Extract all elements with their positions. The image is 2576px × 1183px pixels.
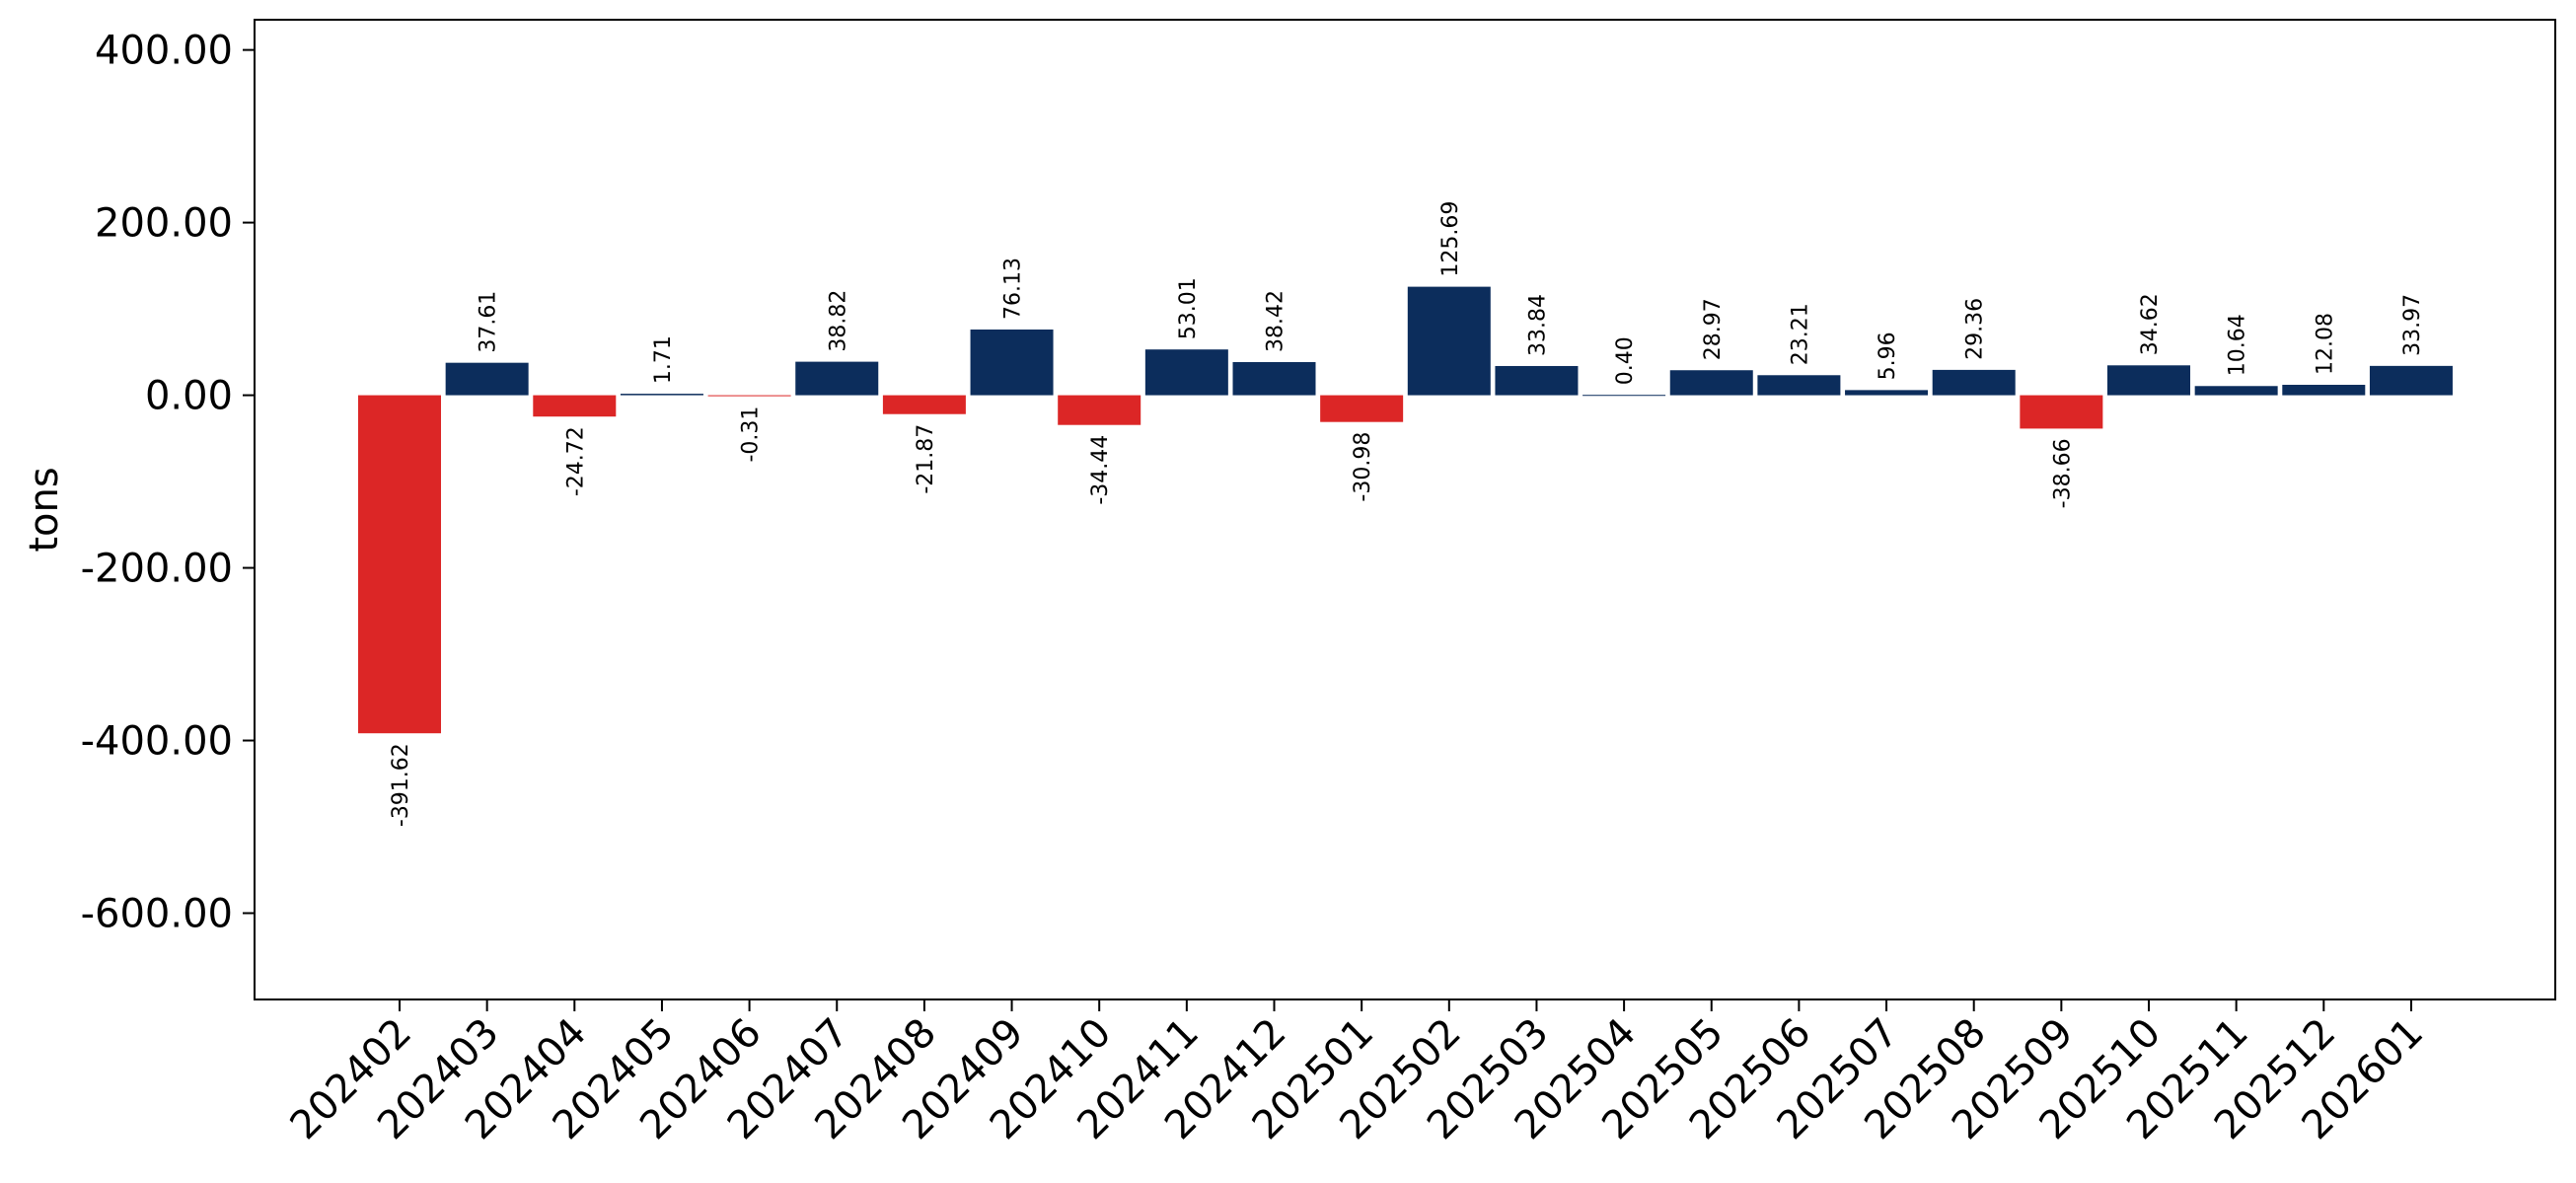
bar-202502 [1407,286,1491,396]
bar-202407 [795,361,879,396]
bar-202509 [2020,395,2103,429]
data-label-202402: -391.62 [389,743,413,827]
y-tick-label: 200.00 [95,201,233,247]
bar-202501 [1320,395,1404,422]
data-label-202408: -21.87 [914,424,938,494]
x-axis: 2024022024032024042024052024062024072024… [282,999,2432,1148]
bar-202510 [2107,365,2190,396]
data-labels: -391.62 37.61 -24.72 1.71 -0.31 38.82 -21.87 76… [389,201,2425,827]
bar-202403 [445,362,529,396]
data-label-202511: 10.64 [2226,314,2250,376]
y-tick-label: 0.00 [145,374,233,419]
data-label-202406: -0.31 [739,407,764,463]
bar-202410 [1058,395,1141,425]
data-label-202403: 37.61 [477,291,501,353]
data-label-202509: -38.66 [2050,438,2075,508]
data-label-202503: 33.84 [1525,294,1550,356]
bar-202511 [2194,386,2278,396]
bar-202507 [1845,390,1929,396]
bar-202508 [1932,369,2016,396]
data-label-202411: 53.01 [1176,277,1201,339]
bar-202601 [2369,365,2453,396]
y-axis: -600.00 -400.00 -200.00 0.00 200.00 400.00 [81,29,255,937]
y-tick-label: -200.00 [81,547,233,592]
bar-202504 [1582,395,1666,397]
y-axis-label: tons [22,467,67,552]
data-label-202507: 5.96 [1876,332,1900,380]
data-label-202405: 1.71 [651,335,676,384]
bar-202406 [707,395,791,397]
data-label-202404: -24.72 [563,426,588,496]
data-label-202407: 38.82 [826,290,850,352]
bar-202404 [533,395,617,417]
bars [358,286,2453,734]
bar-202512 [2282,385,2366,396]
data-label-202505: 28.97 [1701,298,1726,360]
data-label-202412: 38.42 [1264,290,1288,352]
bar-202503 [1495,365,1579,396]
bar-202411 [1144,349,1228,396]
y-tick-label: 400.00 [95,29,233,74]
bar-202412 [1232,361,1316,396]
bar-202409 [970,329,1054,396]
data-label-202508: 29.36 [1963,298,1988,360]
y-tick-label: -600.00 [81,892,233,937]
data-label-202502: 125.69 [1438,201,1463,277]
data-label-202501: -30.98 [1351,432,1375,502]
bar-202505 [1669,370,1753,396]
plot-frame [254,19,2556,1000]
bar-202506 [1757,375,1841,396]
data-label-202601: 33.97 [2400,294,2425,356]
data-label-202512: 12.08 [2313,313,2337,375]
data-label-202506: 23.21 [1788,303,1812,365]
bar-202405 [620,394,703,396]
y-tick-label: -400.00 [81,719,233,765]
data-label-202510: 34.62 [2138,293,2163,355]
data-label-202504: 0.40 [1613,336,1638,385]
data-label-202409: 76.13 [1001,258,1026,320]
bar-202408 [882,395,966,414]
bar-202402 [358,395,441,734]
data-label-202410: -34.44 [1088,435,1113,505]
